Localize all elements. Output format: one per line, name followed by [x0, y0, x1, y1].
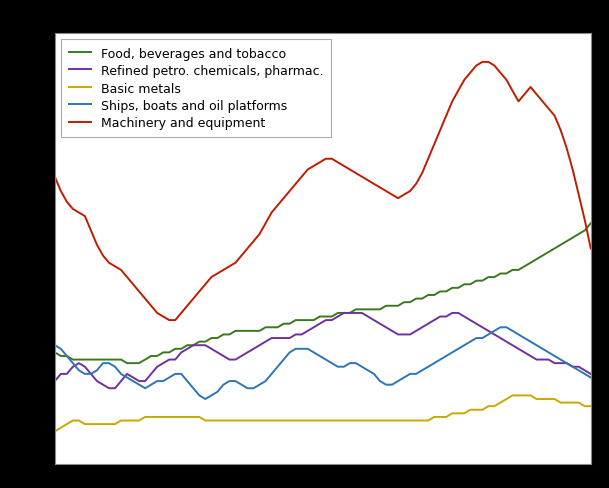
Refined petro. chemicals, pharmac. — [509, 343, 516, 348]
Food, beverages and tobacco — [587, 221, 594, 227]
Machinery and equipment — [220, 267, 227, 273]
Refined petro. chemicals, pharmac. — [587, 371, 594, 377]
Ships, boats and oil platforms — [521, 335, 528, 341]
Refined petro. chemicals, pharmac. — [575, 364, 582, 370]
Machinery and equipment — [431, 142, 438, 148]
Refined petro. chemicals, pharmac. — [51, 378, 58, 384]
Machinery and equipment — [575, 192, 582, 198]
Line: Basic metals: Basic metals — [55, 396, 591, 431]
Food, beverages and tobacco — [569, 235, 576, 241]
Basic metals — [214, 418, 221, 424]
Machinery and equipment — [479, 60, 486, 66]
Machinery and equipment — [124, 275, 131, 281]
Food, beverages and tobacco — [431, 292, 438, 298]
Line: Machinery and equipment: Machinery and equipment — [55, 63, 591, 321]
Food, beverages and tobacco — [51, 350, 58, 356]
Ships, boats and oil platforms — [124, 375, 131, 381]
Basic metals — [51, 428, 58, 434]
Food, beverages and tobacco — [130, 361, 137, 366]
Basic metals — [424, 418, 432, 424]
Ships, boats and oil platforms — [587, 375, 594, 381]
Ships, boats and oil platforms — [509, 328, 516, 334]
Food, beverages and tobacco — [515, 267, 522, 273]
Refined petro. chemicals, pharmac. — [105, 386, 113, 391]
Line: Food, beverages and tobacco: Food, beverages and tobacco — [55, 224, 591, 364]
Basic metals — [515, 393, 522, 399]
Basic metals — [569, 400, 576, 406]
Refined petro. chemicals, pharmac. — [437, 314, 444, 320]
Ships, boats and oil platforms — [202, 396, 209, 402]
Basic metals — [124, 418, 131, 424]
Machinery and equipment — [521, 92, 528, 98]
Machinery and equipment — [166, 318, 173, 324]
Basic metals — [509, 393, 516, 399]
Refined petro. chemicals, pharmac. — [220, 353, 227, 359]
Machinery and equipment — [587, 246, 594, 252]
Line: Ships, boats and oil platforms: Ships, boats and oil platforms — [55, 327, 591, 399]
Machinery and equipment — [509, 88, 516, 94]
Refined petro. chemicals, pharmac. — [521, 350, 528, 356]
Basic metals — [587, 404, 594, 409]
Ships, boats and oil platforms — [220, 382, 227, 388]
Food, beverages and tobacco — [503, 271, 510, 277]
Food, beverages and tobacco — [124, 361, 131, 366]
Legend: Food, beverages and tobacco, Refined petro. chemicals, pharmac., Basic metals, S: Food, beverages and tobacco, Refined pet… — [61, 41, 331, 138]
Food, beverages and tobacco — [220, 332, 227, 338]
Line: Refined petro. chemicals, pharmac.: Refined petro. chemicals, pharmac. — [55, 313, 591, 388]
Ships, boats and oil platforms — [497, 325, 504, 330]
Refined petro. chemicals, pharmac. — [340, 310, 348, 316]
Machinery and equipment — [51, 174, 58, 180]
Basic metals — [497, 400, 504, 406]
Refined petro. chemicals, pharmac. — [130, 375, 137, 381]
Ships, boats and oil platforms — [51, 343, 58, 348]
Ships, boats and oil platforms — [431, 361, 438, 366]
Ships, boats and oil platforms — [575, 367, 582, 373]
